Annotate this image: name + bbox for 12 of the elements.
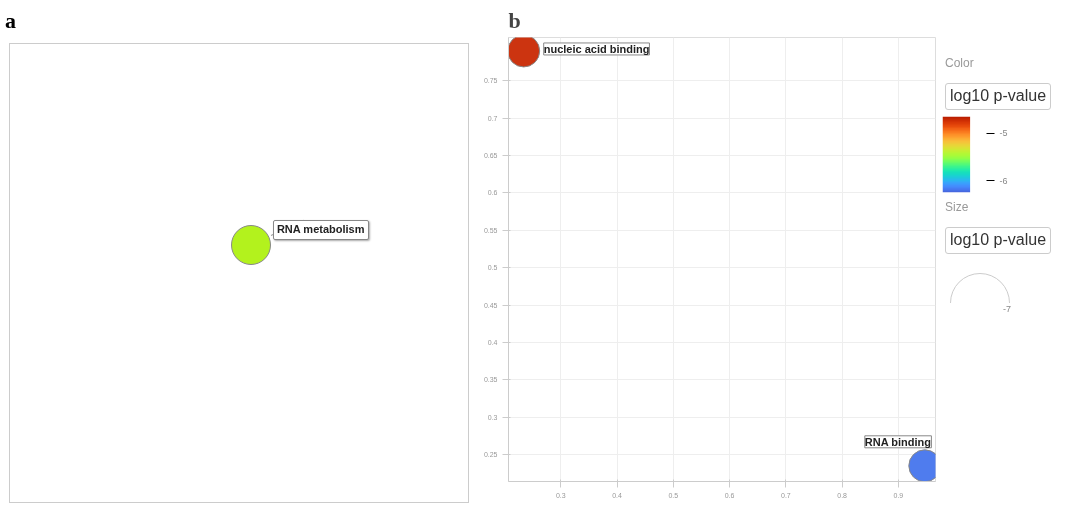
color-bar-label: -6 [999,175,1008,186]
text: a [5,7,16,35]
color-bar-title: log10 p-value [945,83,1052,110]
text: Size [945,199,969,216]
annotation: nucleic acid binding [543,42,650,55]
color-bar-label: -5 [999,128,1008,139]
annotation: RNA binding [864,435,932,448]
chart-title: b [508,7,521,33]
text: Color [945,55,974,72]
text: -7 [1003,303,1012,316]
text: log10 p-value [945,227,1052,254]
text: RNA metabolism [272,220,369,240]
